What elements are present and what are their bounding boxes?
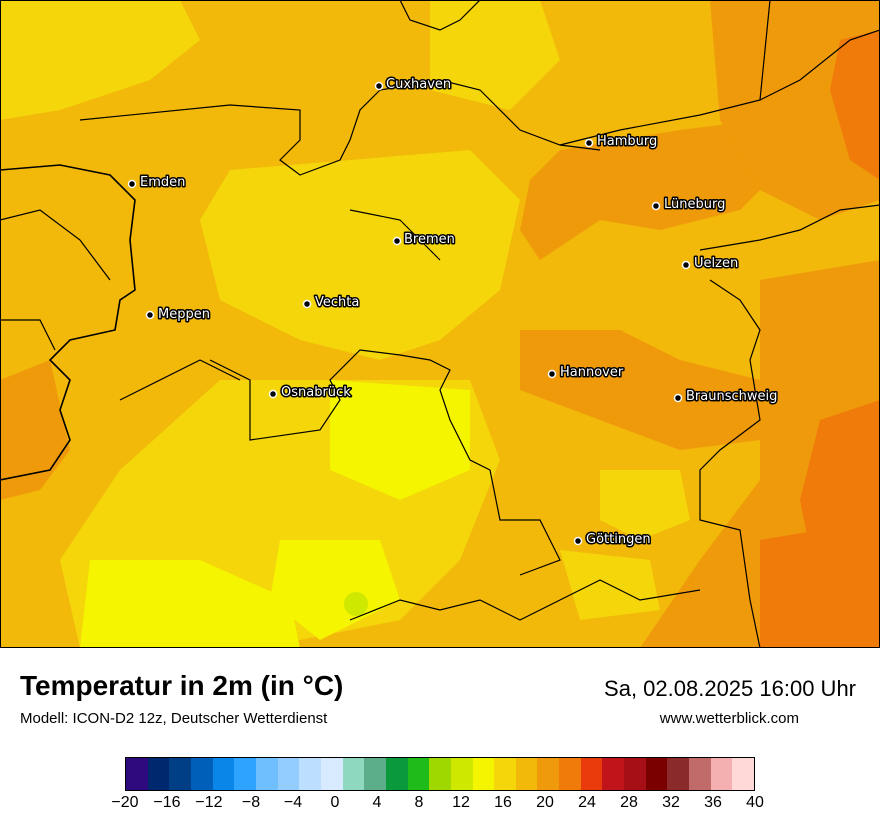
city-markers: Cuxhaven Hamburg Emden Lüneburg Bremen U… (127, 76, 779, 549)
website-link[interactable]: www.wetterblick.com (659, 710, 799, 727)
colorbar-segment (342, 758, 365, 790)
colorbar-segment (212, 758, 235, 790)
colorbar-tick-label: 28 (620, 794, 638, 811)
colorbar-tick-label: 8 (414, 794, 424, 811)
city-label-braunschweig: Braunschweig (686, 389, 777, 404)
city-emden: Emden (127, 174, 187, 192)
city-label-vechta: Vechta (315, 295, 359, 310)
city-label-cuxhaven: Cuxhaven (386, 77, 451, 92)
colorbar-tick-label: 16 (494, 794, 512, 811)
colorbar-segment (624, 758, 646, 790)
map-footer: Temperatur in 2m (in °C) Modell: ICON-D2… (0, 648, 880, 830)
city-label-meppen: Meppen (158, 307, 210, 322)
city-bremen: Bremen (392, 231, 456, 249)
colorbar-segment (689, 758, 711, 790)
model-info: Modell: ICON-D2 12z, Deutscher Wetterdie… (20, 710, 328, 727)
colorbar-tick-label: 40 (746, 794, 764, 811)
colorbar-segment (147, 758, 170, 790)
colorbar-tick-label: 12 (452, 794, 470, 811)
map-canvas: Cuxhaven Hamburg Emden Lüneburg Bremen U… (0, 0, 880, 648)
colorbar-tick-label: 32 (662, 794, 680, 811)
colorbar-tick-label: 24 (578, 794, 596, 811)
colorbar-tick-label: −4 (283, 794, 303, 811)
colorbar-segment (407, 758, 430, 790)
colorbar-tick-label: −20 (111, 794, 139, 811)
colorbar-segment (364, 758, 386, 790)
city-label-osnabrueck: Osnabrück (281, 385, 351, 400)
colorbar-ticks: −20 −16 −12 −8 −4 0 4 8 12 16 20 24 28 32 36 40 (111, 794, 763, 818)
colorbar-segment (320, 758, 343, 790)
colorbar-tick-label: 0 (330, 794, 340, 811)
colorbar-segment (559, 758, 581, 790)
city-braunschweig: Braunschweig (673, 388, 779, 406)
city-label-uelzen: Uelzen (694, 256, 738, 271)
colorbar-segment (667, 758, 690, 790)
colorbar-segment (732, 758, 755, 790)
borders (0, 0, 880, 648)
colorbar-segment (126, 758, 148, 790)
colorbar-segment (190, 758, 213, 790)
colorbar-segment (494, 758, 516, 790)
city-label-emden: Emden (140, 175, 185, 190)
city-hannover: Hannover (547, 364, 625, 382)
colorbar-segment (515, 758, 538, 790)
colorbar-segment (450, 758, 473, 790)
colorbar-segment (602, 758, 625, 790)
city-vechta: Vechta (302, 294, 361, 312)
temperature-colorbar (125, 757, 755, 791)
colorbar-tick-label: −16 (153, 794, 181, 811)
colorbar-segment (580, 758, 603, 790)
city-goettingen: Göttingen (573, 531, 652, 549)
colorbar-segment (277, 758, 300, 790)
temperature-field-yellow (0, 0, 690, 648)
colorbar-segment (169, 758, 191, 790)
colorbar-segment (385, 758, 408, 790)
city-hamburg: Hamburg (584, 133, 659, 151)
colorbar-tick-label: 20 (536, 794, 554, 811)
colorbar-segment (255, 758, 278, 790)
colorbar-segment (472, 758, 495, 790)
city-label-hamburg: Hamburg (597, 134, 657, 149)
city-uelzen: Uelzen (681, 255, 740, 273)
city-osnabrueck: Osnabrück (268, 384, 353, 402)
colorbar-tick-label: 36 (704, 794, 722, 811)
forecast-datetime: Sa, 02.08.2025 16:00 Uhr (604, 676, 856, 701)
temperature-map: Cuxhaven Hamburg Emden Lüneburg Bremen U… (0, 0, 880, 648)
colorbar-tick-label: −8 (241, 794, 261, 811)
colorbar-segment (537, 758, 560, 790)
colorbar-segment (299, 758, 321, 790)
city-lueneburg: Lüneburg (651, 196, 727, 214)
map-title: Temperatur in 2m (in °C) (20, 670, 344, 701)
city-label-goettingen: Göttingen (586, 532, 651, 547)
colorbar-tick-label: −12 (195, 794, 223, 811)
colorbar-segment (710, 758, 733, 790)
colorbar-segment (645, 758, 668, 790)
city-cuxhaven: Cuxhaven (374, 76, 453, 94)
colorbar-tick-label: 4 (372, 794, 382, 811)
city-label-lueneburg: Lüneburg (664, 197, 725, 212)
city-label-bremen: Bremen (404, 232, 455, 247)
colorbar-segment (429, 758, 451, 790)
city-meppen: Meppen (145, 306, 211, 324)
city-label-hannover: Hannover (560, 365, 624, 380)
colorbar-segment (234, 758, 256, 790)
